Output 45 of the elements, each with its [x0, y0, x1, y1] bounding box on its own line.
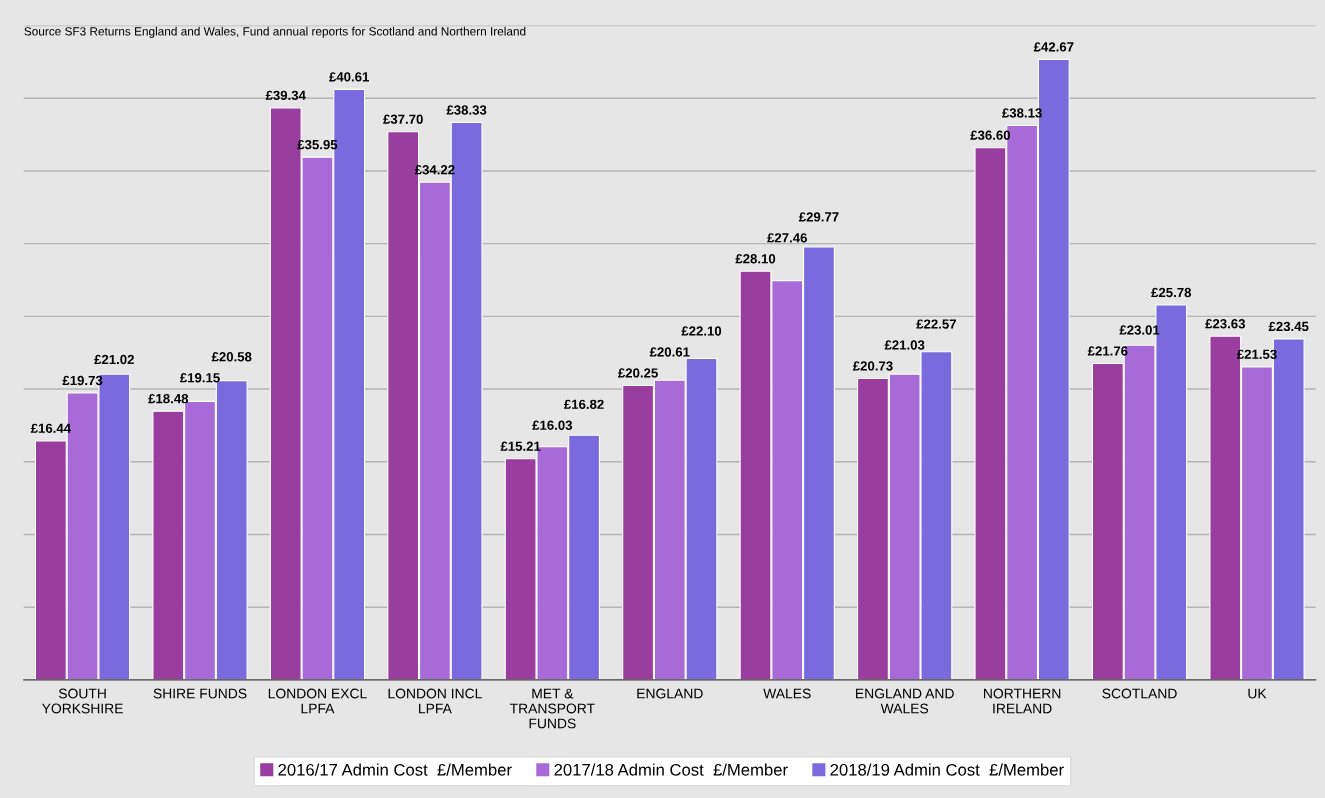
data-label: £21.76 — [1087, 346, 1128, 356]
data-label: £38.13 — [1002, 108, 1042, 118]
x-tick-label: MET & TRANSPORT FUNDS — [509, 688, 595, 729]
x-tick-label: SCOTLAND — [1102, 688, 1177, 699]
data-label: £22.57 — [916, 319, 956, 329]
x-tick-label: LONDON EXCL LPFA — [268, 688, 367, 714]
data-label: £20.25 — [618, 368, 658, 378]
data-label: £16.03 — [532, 420, 573, 430]
x-tick-label: ENGLAND — [637, 688, 703, 699]
data-label: £23.01 — [1119, 325, 1160, 335]
data-label: £38.33 — [446, 105, 487, 115]
data-label: £36.60 — [970, 130, 1011, 140]
data-label: £27.46 — [767, 233, 807, 243]
data-label: £19.73 — [62, 375, 103, 386]
legend-label: 2017/18 Admin Cost £/Member — [554, 763, 788, 776]
x-tick-label: NORTHERN IRELAND — [984, 688, 1061, 714]
data-label: £39.34 — [265, 90, 306, 101]
data-label: £40.61 — [329, 72, 369, 82]
data-label: £20.61 — [649, 347, 690, 357]
data-label: £15.21 — [500, 441, 541, 451]
data-label: £42.67 — [1033, 42, 1074, 52]
x-tick-label: WALES — [763, 688, 811, 699]
data-label: £37.70 — [383, 114, 423, 124]
data-label: £16.82 — [564, 399, 604, 409]
legend-label: 2018/19 Admin Cost £/Member — [830, 763, 1064, 776]
x-tick-label: UK — [1248, 688, 1267, 699]
x-tick-label: ENGLAND AND WALES — [856, 688, 954, 714]
data-label: £16.44 — [30, 423, 71, 433]
data-label: £28.10 — [735, 254, 776, 264]
legend-label: 2016/17 Admin Cost £/Member — [278, 763, 512, 776]
data-label: £21.03 — [884, 340, 925, 350]
x-tick-label: SHIRE FUNDS — [153, 688, 247, 699]
data-label: £25.78 — [1151, 287, 1192, 298]
data-label: £22.10 — [681, 326, 722, 336]
data-label: £23.63 — [1205, 319, 1245, 329]
data-label: £29.77 — [798, 212, 839, 222]
data-label: £21.02 — [94, 354, 134, 365]
data-label: £19.15 — [179, 373, 220, 383]
annotation: Source SF3 Returns England and Wales, Fund annual reports for Scotland and Northern Ireland — [24, 26, 526, 38]
x-tick-label: SOUTH YORKSHIRE — [41, 688, 123, 714]
x-tick-label: LONDON INCL LPFA — [388, 688, 482, 714]
data-label: £20.73 — [852, 361, 893, 371]
data-label: £23.45 — [1268, 321, 1309, 332]
data-label: £18.48 — [148, 393, 189, 404]
data-label: £20.58 — [211, 352, 252, 362]
